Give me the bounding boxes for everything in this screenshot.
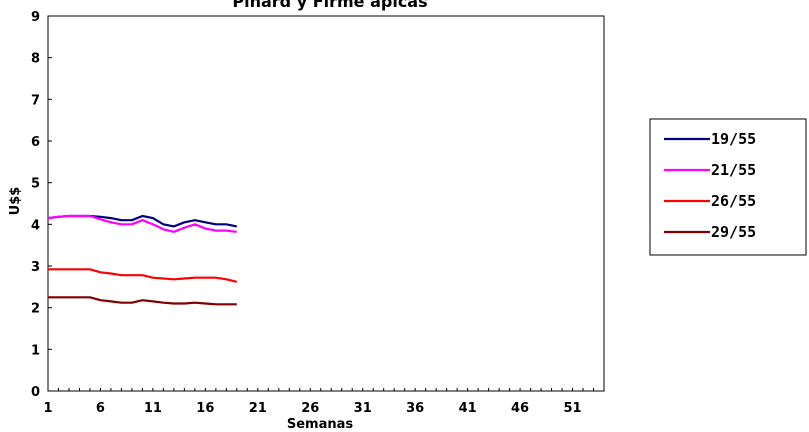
y-tick-label: 0 <box>31 385 40 400</box>
y-tick-label: 4 <box>31 218 40 233</box>
x-tick-label: 26 <box>301 401 319 416</box>
y-tick-label: 2 <box>31 302 40 317</box>
x-tick-label: 1 <box>43 401 52 416</box>
series-lines <box>47 214 238 306</box>
plot-area <box>47 15 605 392</box>
x-tick-label: 6 <box>96 401 105 416</box>
y-axis-ticks: 0 1 2 3 4 5 6 7 8 9 <box>31 10 52 400</box>
x-tick-label: 41 <box>459 401 477 416</box>
x-axis-title: Semanas <box>287 417 354 432</box>
y-tick-label: 9 <box>31 10 40 25</box>
y-tick-label: 3 <box>31 260 40 275</box>
x-tick-label: 46 <box>511 401 529 416</box>
x-tick-label: 51 <box>563 401 581 416</box>
x-axis-ticks: 1 6 11 16 21 26 31 36 41 46 51 <box>43 388 595 416</box>
y-tick-label: 5 <box>31 177 40 192</box>
x-tick-label: 21 <box>249 401 267 416</box>
y-tick-label: 1 <box>31 343 40 358</box>
y-axis-title: U$$ <box>8 187 23 216</box>
x-tick-label: 16 <box>196 401 214 416</box>
x-tick-label: 36 <box>406 401 424 416</box>
series-line-21-55 <box>47 214 237 233</box>
series-line-26-55 <box>48 268 238 283</box>
x-tick-label: 31 <box>354 401 372 416</box>
series-line-29-55 <box>48 296 237 306</box>
y-tick-label: 8 <box>31 52 40 67</box>
legend-label: 21/55 <box>711 161 756 179</box>
legend-label: 29/55 <box>711 223 756 241</box>
legend-items: 19/55 21/55 26/55 29/55 <box>664 130 756 241</box>
x-tick-label: 11 <box>144 401 162 416</box>
legend-label: 26/55 <box>711 192 756 210</box>
legend-label: 19/55 <box>711 130 756 148</box>
y-tick-label: 7 <box>31 93 40 108</box>
y-tick-label: 6 <box>31 135 40 150</box>
chart-title: Pinard y Firme ápicas <box>232 0 427 11</box>
